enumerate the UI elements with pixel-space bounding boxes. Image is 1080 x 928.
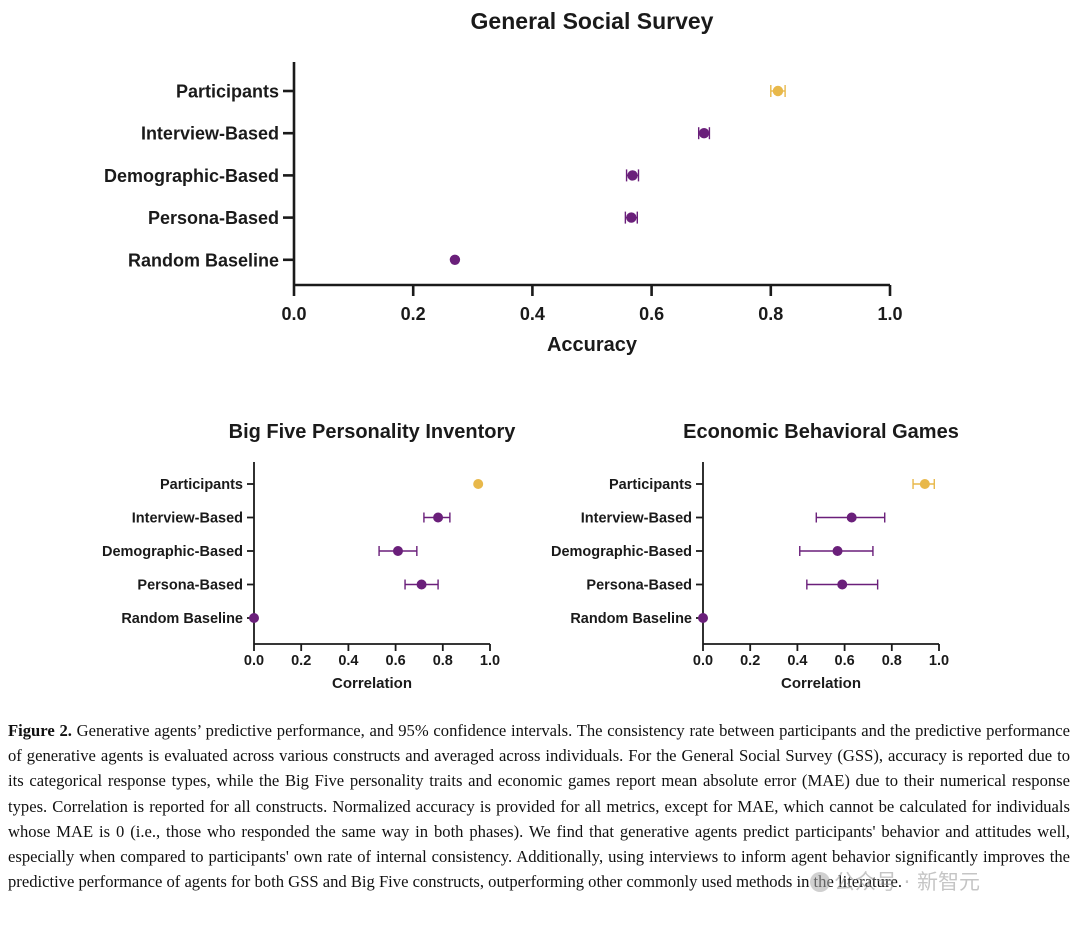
x-tick-label: 0.2 (291, 653, 311, 669)
x-tick-label: 0.4 (787, 653, 807, 669)
data-point-interview-based (846, 512, 857, 523)
y-category-label: Persona-Based (586, 578, 692, 594)
y-category-label: Participants (609, 477, 692, 493)
y-category-label: Interview-Based (132, 511, 243, 527)
data-point-participants (919, 479, 930, 489)
chart-general-social-survey: General Social Survey 0.0 0.2 0.4 0.6 0.8 1.0 A… (104, 8, 903, 356)
data-point-interview-based (698, 128, 710, 139)
x-tick-label: 1.0 (929, 653, 949, 669)
x-tick-label: 0.8 (758, 304, 783, 324)
data-point-demographic-based (627, 170, 638, 181)
chart-title: Big Five Personality Inventory (229, 421, 517, 443)
x-tick-label: 1.0 (480, 653, 500, 669)
y-category-label: Persona-Based (148, 208, 279, 228)
data-point-persona-based (837, 579, 848, 590)
data-point-demographic-based (832, 546, 843, 556)
x-tick-label: 0.0 (244, 653, 264, 669)
x-axis-label: Correlation (781, 675, 861, 692)
figure-caption: Figure 2. Generative agents’ predictive … (8, 718, 1070, 894)
x-tick-label: 0.8 (882, 653, 902, 669)
chart-big-five: Big Five Personality Inventory 0.0 0.2 0.4 0… (102, 421, 517, 692)
data-point-participants (772, 85, 784, 97)
chart-title: Economic Behavioral Games (683, 421, 959, 443)
figure-caption-text: Generative agents’ predictive performanc… (8, 721, 1071, 892)
y-category-label: Demographic-Based (102, 544, 243, 560)
data-point-interview-based (433, 512, 444, 523)
data-point-demographic-based (392, 546, 403, 556)
chart-economic-games: Economic Behavioral Games 0.0 0.2 0.4 0.6 0.8… (551, 421, 959, 692)
y-category-label: Random Baseline (128, 250, 279, 270)
data-point-persona-based (416, 579, 427, 590)
y-category-label: Random Baseline (121, 611, 243, 627)
y-category-label: Interview-Based (141, 124, 279, 144)
y-category-label: Demographic-Based (104, 166, 279, 186)
y-category-label: Demographic-Based (551, 544, 692, 560)
data-point-participants (473, 479, 484, 489)
y-category-label: Interview-Based (581, 511, 692, 527)
data-point-persona-based (626, 212, 637, 223)
y-category-label: Random Baseline (570, 611, 692, 627)
figure-label: Figure 2. (8, 721, 72, 740)
x-tick-label: 0.4 (338, 653, 358, 669)
x-tick-label: 0.0 (693, 653, 713, 669)
data-point-random-baseline (449, 254, 461, 265)
data-point-random-baseline (698, 613, 708, 623)
x-tick-label: 0.6 (386, 653, 406, 669)
x-axis-label: Correlation (332, 675, 412, 692)
y-category-label: Participants (160, 477, 243, 493)
x-tick-label: 1.0 (877, 304, 902, 324)
x-axis-label: Accuracy (547, 334, 638, 356)
x-tick-label: 0.4 (520, 304, 545, 324)
x-tick-label: 0.6 (639, 304, 664, 324)
data-point-random-baseline (249, 613, 259, 623)
x-tick-label: 0.0 (281, 304, 306, 324)
y-category-label: Persona-Based (137, 578, 243, 594)
x-tick-label: 0.6 (835, 653, 855, 669)
y-category-label: Participants (176, 81, 279, 101)
x-tick-label: 0.2 (401, 304, 426, 324)
chart-title: General Social Survey (471, 8, 714, 34)
x-tick-label: 0.2 (740, 653, 760, 669)
x-tick-label: 0.8 (433, 653, 453, 669)
